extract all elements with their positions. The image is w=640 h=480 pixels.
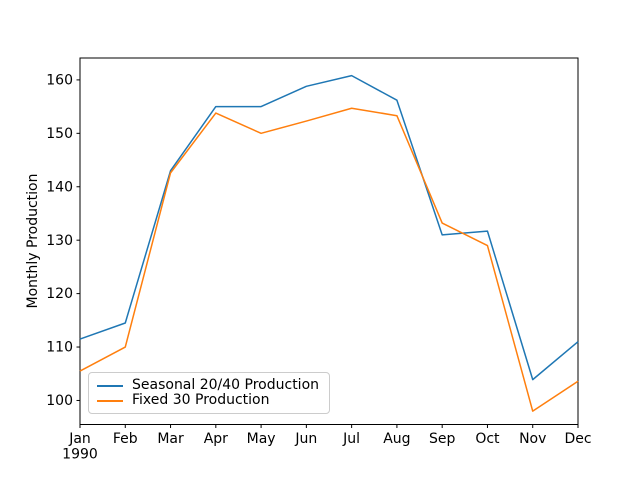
- y-axis-title: Monthly Production: [25, 173, 41, 309]
- x-tick-label: Jan: [68, 431, 91, 447]
- legend: Seasonal 20/40 Production Fixed 30 Produ…: [88, 372, 331, 414]
- x-tick-label: May: [247, 431, 276, 447]
- x-tick-label: Nov: [519, 431, 546, 447]
- x-tick-label: Feb: [113, 431, 138, 447]
- x-tick-label: Jul: [342, 431, 360, 447]
- y-tick-label: 150: [46, 126, 73, 142]
- legend-label-seasonal: Seasonal 20/40 Production: [132, 377, 320, 393]
- axes-frame: [79, 57, 579, 425]
- y-tick-label: 160: [46, 73, 73, 89]
- x-tick-sublabel-year: 1990: [62, 447, 98, 463]
- legend-line-sample-seasonal: [97, 384, 123, 387]
- legend-item-seasonal: Seasonal 20/40 Production: [97, 378, 319, 393]
- series-line-0: [79, 74, 579, 381]
- x-tick-label: Aug: [383, 431, 410, 447]
- legend-item-fixed: Fixed 30 Production: [97, 393, 319, 408]
- x-tick-label: Sep: [429, 431, 456, 447]
- legend-label-fixed: Fixed 30 Production: [132, 392, 270, 408]
- y-tick-label: 110: [46, 340, 73, 356]
- y-tick-label: 100: [46, 393, 73, 409]
- y-tick-label: 120: [46, 286, 73, 302]
- x-tick-label: Oct: [475, 431, 500, 447]
- y-tick-label: 140: [46, 179, 73, 195]
- x-tick-label: Dec: [564, 431, 591, 447]
- series-line-1: [79, 107, 579, 412]
- x-tick-label: Apr: [204, 431, 228, 447]
- y-tick-label: 130: [46, 233, 73, 249]
- x-tick-label: Jun: [294, 431, 317, 447]
- legend-line-sample-fixed: [97, 399, 123, 402]
- x-tick-label: Mar: [157, 431, 184, 447]
